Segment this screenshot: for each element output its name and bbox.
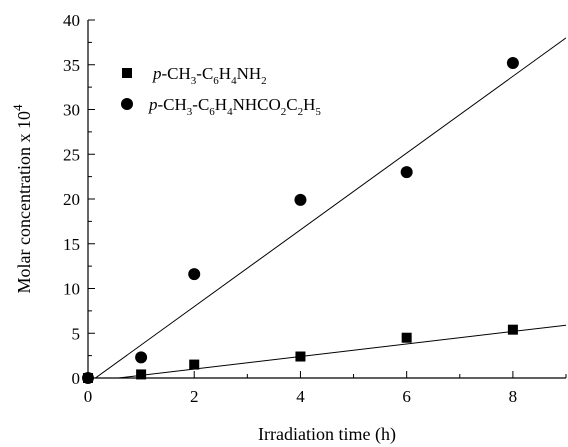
y-tick-label: 15 — [63, 235, 80, 254]
x-tick-label: 4 — [296, 387, 305, 406]
y-tick-label: 20 — [63, 190, 80, 209]
legend-subscript: 2 — [298, 106, 304, 118]
legend-text: NHCO — [233, 95, 281, 114]
square-point — [401, 332, 412, 343]
legend-square-marker — [122, 68, 132, 78]
legend-text-italic: p — [148, 95, 158, 114]
legend-text: -CH — [162, 64, 191, 83]
y-tick-label: 30 — [63, 101, 80, 120]
y-tick-label: 0 — [72, 369, 81, 388]
legend-label-2: p-CH3-C6H4NHCO2C2H5 — [148, 95, 321, 118]
legend-subscript: 4 — [231, 75, 237, 87]
y-tick-label: 5 — [72, 324, 81, 343]
fit-line-1 — [114, 324, 566, 378]
circle-point — [188, 268, 201, 281]
legend-text: C — [286, 95, 297, 114]
y-axis-title-text: Molar concentration x 10 — [14, 111, 34, 293]
legend-text: H — [219, 64, 231, 83]
legend-text: H — [215, 95, 227, 114]
y-tick-label: 10 — [63, 280, 80, 299]
square-point — [136, 369, 147, 380]
x-tick-label: 2 — [190, 387, 199, 406]
legend-text: -CH — [158, 95, 187, 114]
circle-point — [400, 166, 413, 179]
legend-subscript: 6 — [213, 75, 219, 87]
y-tick-label: 40 — [63, 11, 80, 30]
circle-point — [135, 351, 148, 364]
x-tick-label: 0 — [84, 387, 93, 406]
legend-subscript: 3 — [187, 106, 193, 118]
y-tick-label: 35 — [63, 56, 80, 75]
legend-text: H — [303, 95, 315, 114]
y-axis-title: Molar concentration x 104 — [10, 104, 34, 293]
legend-label-1: p-CH3-C6H4NH2 — [152, 64, 267, 87]
circle-point — [294, 193, 307, 206]
legend-circle-marker — [121, 98, 133, 110]
circle-point — [82, 372, 94, 384]
legend-subscript: 4 — [227, 106, 233, 118]
legend-subscript: 5 — [315, 106, 321, 118]
y-tick-label: 25 — [63, 145, 80, 164]
legend-text: -C — [196, 64, 213, 83]
square-point — [507, 324, 518, 335]
fit-lines — [94, 37, 566, 378]
legend-text: NH — [237, 64, 262, 83]
x-tick-label: 6 — [402, 387, 411, 406]
square-point — [189, 359, 200, 370]
x-tick-label: 8 — [509, 387, 518, 406]
data-points — [82, 56, 519, 384]
legend-text-italic: p — [152, 64, 162, 83]
fit-line-2 — [94, 37, 566, 378]
square-point — [295, 351, 306, 362]
circle-point — [506, 56, 519, 69]
legend-subscript: 2 — [261, 75, 267, 87]
legend-text: -C — [192, 95, 209, 114]
x-axis-title: Irradiation time (h) — [258, 424, 396, 445]
y-axis-title-exponent: 4 — [10, 104, 25, 111]
legend-subscript: 6 — [209, 106, 215, 118]
legend-subscript: 3 — [191, 75, 197, 87]
legend-subscript: 2 — [281, 106, 287, 118]
